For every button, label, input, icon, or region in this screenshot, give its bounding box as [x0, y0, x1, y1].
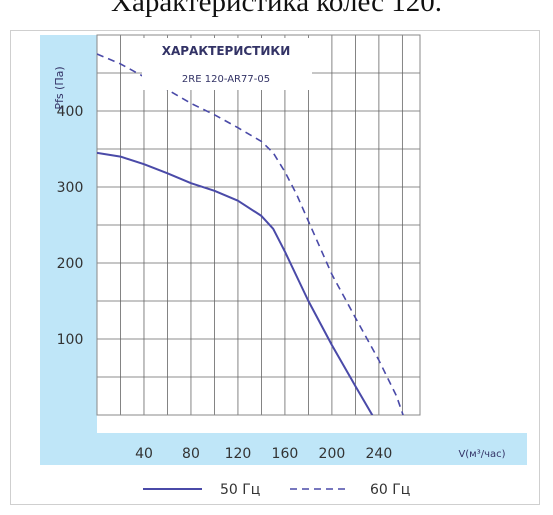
tick-labels: 40 80 120 160 200 240 100 200 300 400: [57, 104, 393, 462]
y-tick-label: 400: [57, 104, 84, 120]
y-axis-band: [40, 35, 97, 465]
y-tick-label: 100: [57, 332, 84, 348]
x-tick-label: 160: [272, 446, 299, 462]
grid: [96, 34, 421, 416]
title-box: [142, 38, 312, 90]
legend: 50 Гц 60 Гц: [143, 482, 410, 498]
chart-frame: [10, 30, 540, 505]
y-tick-label: 200: [57, 256, 84, 272]
x-axis-label: V(м³/час): [458, 449, 505, 460]
chart-subtitle: 2RE 120-AR77-05: [182, 74, 270, 85]
x-tick-label: 80: [182, 446, 200, 462]
x-axis-band: [40, 433, 527, 465]
series-line-50hz: [97, 151, 374, 415]
plot-border: [96, 34, 421, 416]
series-lines: [97, 53, 404, 415]
chart-title: ХАРАКТЕРИСТИКИ: [162, 44, 291, 58]
x-tick-label: 200: [319, 446, 346, 462]
page-title: Характеристика колес 120.: [111, 0, 442, 18]
x-tick-label: 120: [225, 446, 252, 462]
legend-label-50hz: 50 Гц: [220, 482, 260, 498]
y-axis-label: Pfs (Па): [53, 66, 66, 109]
x-tick-label: 40: [135, 446, 153, 462]
x-tick-label: 240: [366, 446, 393, 462]
y-tick-label: 300: [57, 180, 84, 196]
legend-label-60hz: 60 Гц: [370, 482, 410, 498]
